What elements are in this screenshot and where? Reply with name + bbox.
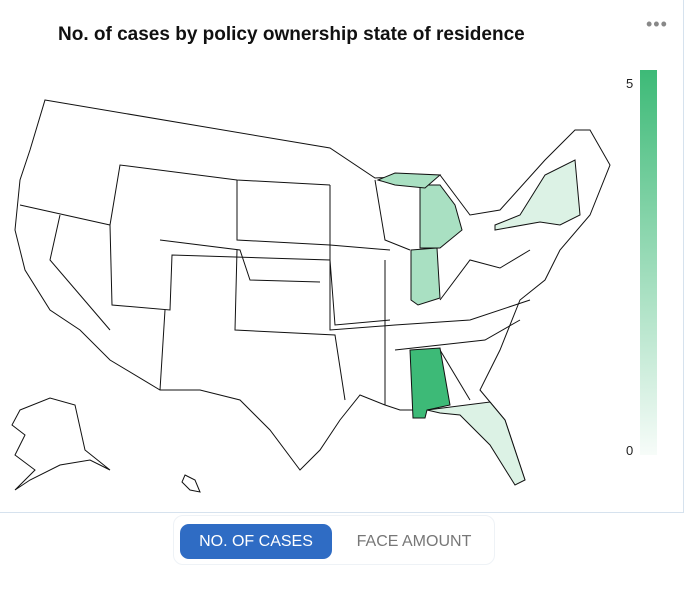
face-amount-button[interactable]: FACE AMOUNT [356,533,472,550]
metric-toggle: NO. OF CASES FACE AMOUNT [173,515,495,565]
hawaii [181,474,201,493]
legend-min-label: 0 [626,443,634,458]
color-scale-legend [640,70,657,455]
chart-card: No. of cases by policy ownership state o… [0,0,684,513]
state-new-york[interactable] [494,159,581,231]
more-horizontal-icon[interactable]: ••• [646,14,668,34]
legend-max-label: 5 [626,76,634,91]
state-michigan[interactable] [419,184,463,249]
us-outline [14,99,611,481]
state-indiana[interactable] [410,247,441,306]
no-of-cases-button[interactable]: NO. OF CASES [180,524,332,559]
state-michigan[interactable] [376,172,442,189]
state-florida[interactable] [426,401,526,486]
alaska [11,397,111,491]
chart-title: No. of cases by policy ownership state o… [58,24,525,45]
us-map [11,99,611,493]
